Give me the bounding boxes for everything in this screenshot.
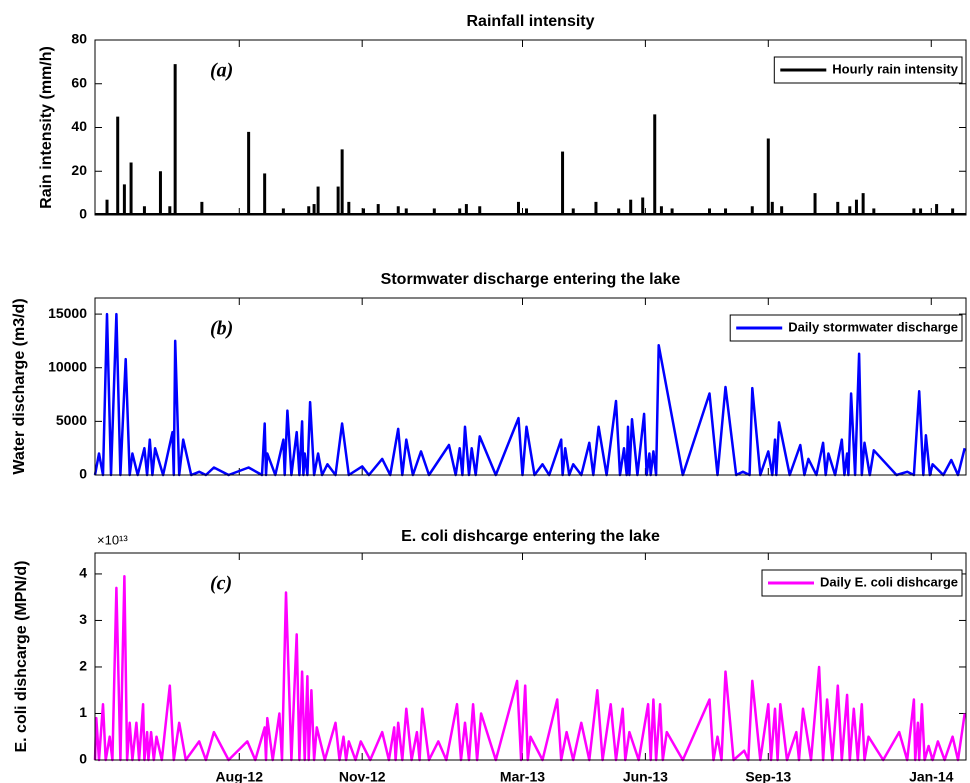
y-tick-label: 10000	[48, 358, 87, 374]
plot-frame	[94, 39, 967, 216]
legend-label: Daily E. coli dishcarge	[820, 574, 958, 589]
legend: Daily E. coli dishcarge	[761, 569, 963, 597]
y-tick-label: 0	[79, 466, 87, 482]
chart-title: Rainfall intensity	[466, 13, 594, 30]
y-tick-label: 40	[71, 118, 87, 134]
x-tick-label: Jun-13	[623, 769, 668, 783]
x-tick-label: Nov-12	[339, 769, 386, 783]
y-tick-label: 1	[79, 704, 87, 720]
panel-label: (a)	[210, 60, 233, 82]
legend: Daily stormwater discharge	[729, 314, 963, 342]
x-tick-label: Sep-13	[745, 769, 791, 783]
legend: Hourly rain intensity	[773, 56, 963, 84]
y-multiplier: ×10¹³	[97, 532, 128, 547]
legend-label: Hourly rain intensity	[832, 61, 958, 76]
plot-frame	[94, 552, 967, 761]
x-tick-label: Aug-12	[216, 769, 264, 783]
y-axis-label: E. coli dishcarge (MPN/d)	[13, 560, 30, 752]
y-tick-label: 20	[71, 162, 87, 178]
y-tick-label: 2	[79, 658, 87, 674]
plot-frame	[94, 297, 967, 476]
line	[93, 575, 966, 762]
x-tick-label: Mar-13	[500, 769, 545, 783]
chart-title: E. coli dishcarge entering the lake	[401, 528, 660, 545]
x-tick-label: Jan-14	[909, 769, 954, 783]
y-tick-label: 4	[79, 565, 87, 581]
panel-label: (b)	[210, 318, 233, 340]
line	[93, 312, 966, 477]
y-tick-label: 60	[71, 74, 87, 90]
panel-label: (c)	[210, 573, 232, 595]
y-tick-label: 15000	[48, 305, 87, 321]
y-tick-label: 3	[79, 611, 87, 627]
y-axis-label: Rain intensity (mm/h)	[38, 46, 55, 209]
y-tick-label: 5000	[56, 412, 87, 428]
y-tick-label: 0	[79, 751, 87, 767]
chart-title: Stormwater discharge entering the lake	[381, 271, 681, 288]
legend-box	[729, 314, 963, 342]
y-tick-label: 80	[71, 31, 87, 47]
y-axis-label: Water discharge (m3/d)	[11, 298, 28, 474]
y-tick-label: 0	[79, 206, 87, 222]
legend-label: Daily stormwater discharge	[788, 319, 958, 334]
